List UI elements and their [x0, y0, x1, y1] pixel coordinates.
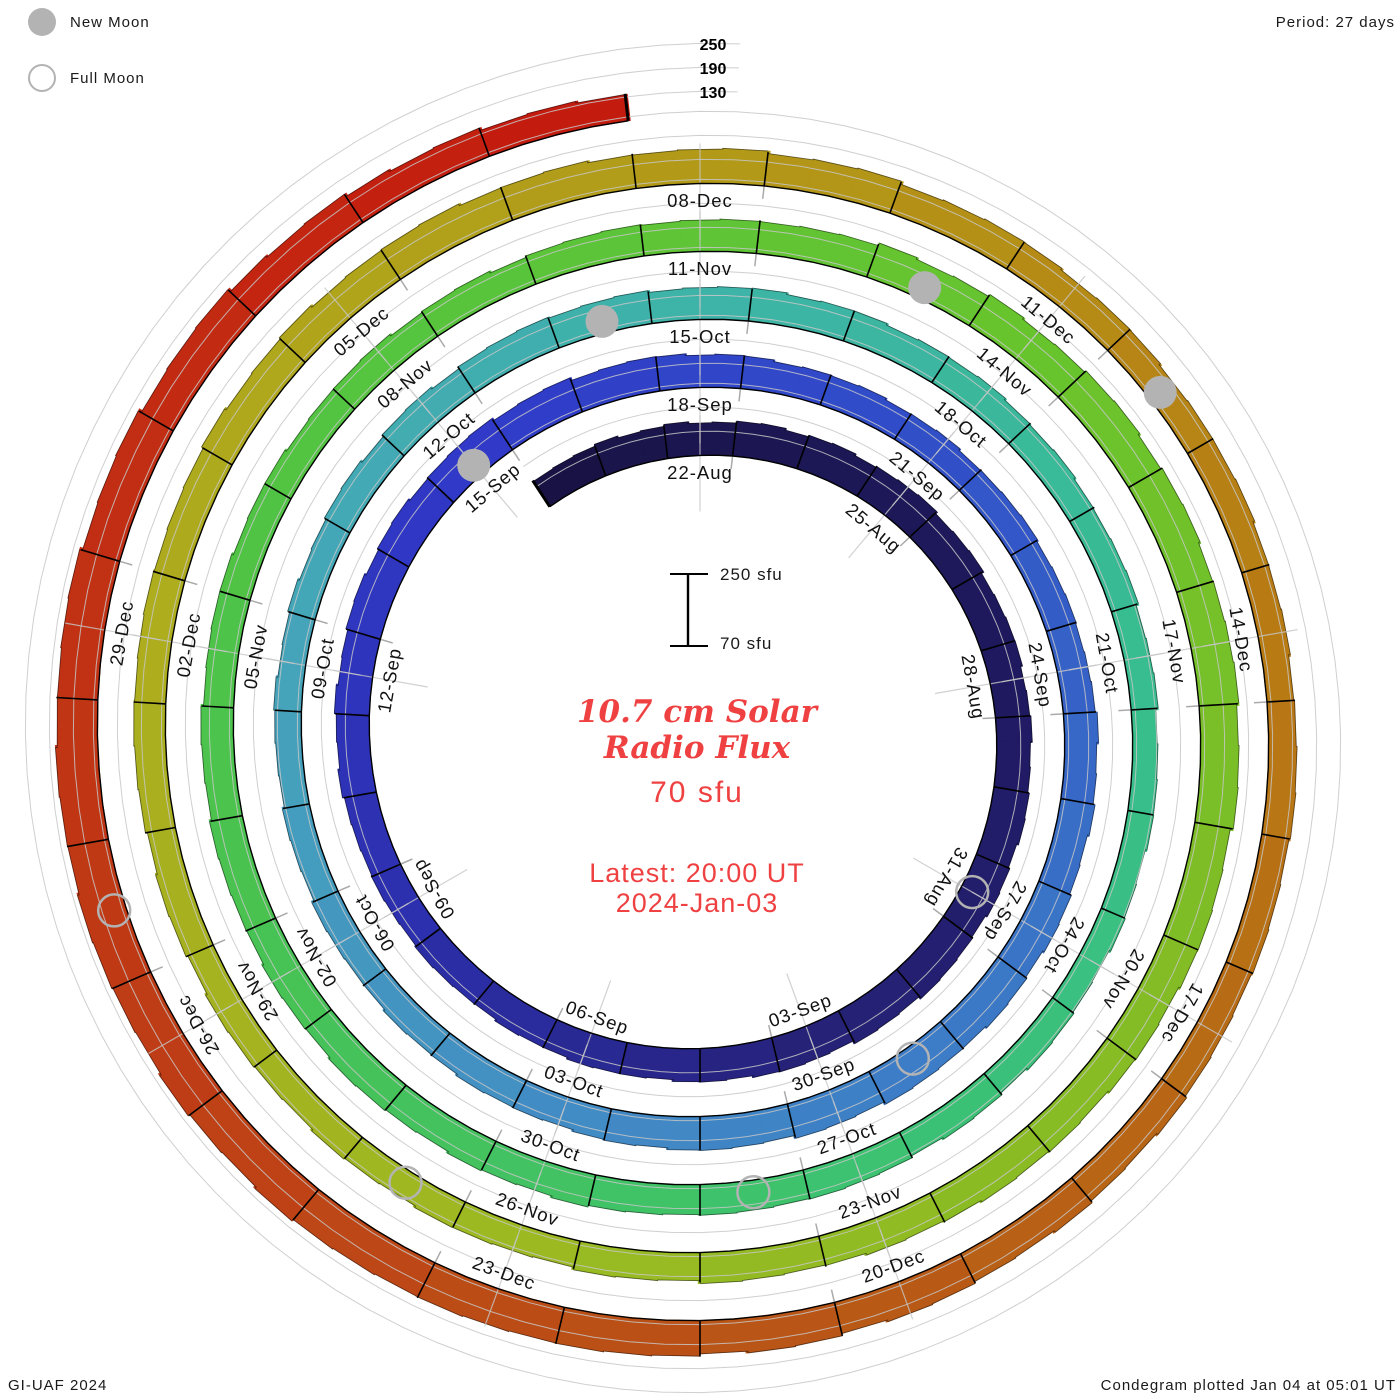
segment-date-label: 21-Oct	[1092, 631, 1123, 695]
segment-date-label: 17-Nov	[1158, 617, 1190, 685]
legend-new-moon: New Moon	[28, 8, 150, 36]
segment-date-label: 08-Dec	[667, 190, 733, 211]
new-moon-label: New Moon	[70, 13, 150, 31]
moon-markers	[96, 271, 1177, 1210]
segment-date-label: 09-Oct	[307, 636, 338, 700]
new-moon-icon	[28, 8, 56, 36]
credit-label: GI-UAF 2024	[8, 1377, 108, 1394]
new-moon-marker	[1143, 375, 1177, 409]
legend-full-moon: Full Moon	[28, 64, 145, 92]
segment-date-label: 02-Dec	[172, 611, 204, 679]
grid-arcs	[24, 42, 1342, 1394]
full-moon-icon	[28, 64, 56, 92]
full-moon-label: Full Moon	[70, 69, 145, 87]
full-moon-marker	[736, 1174, 771, 1210]
segment-date-label: 29-Dec	[105, 599, 137, 667]
day-dividers	[56, 93, 1296, 1357]
latest-line2: 2024-Jan-03	[615, 888, 779, 918]
scale-bar-bottom-label: 70 sfu	[720, 634, 773, 653]
flux-scale-bar	[670, 573, 708, 647]
chart-title: 10.7 cm Solar Radio Flux	[450, 694, 944, 766]
latest-reading: Latest: 20:00 UT 2024-Jan-03	[420, 858, 974, 918]
radial-axis-label: 190	[700, 61, 727, 78]
scale-bar-top-label: 250 sfu	[720, 565, 783, 584]
full-moon-marker	[96, 893, 132, 928]
baseline-flux-label: 70 sfu	[650, 776, 744, 809]
plotted-timestamp: Condegram plotted Jan 04 at 05:01 UT	[1100, 1377, 1396, 1394]
baseline-spiral	[96, 120, 1270, 1322]
full-moon-marker	[954, 874, 990, 910]
chart-title-line2: Radio Flux	[603, 730, 791, 766]
segment-date-label: 22-Aug	[667, 462, 733, 483]
latest-line1: Latest: 20:00 UT	[589, 858, 805, 888]
full-moon-marker	[895, 1041, 931, 1076]
segment-date-label: 15-Oct	[669, 326, 731, 347]
period-label: Period: 27 days	[1275, 14, 1395, 31]
segment-date-label: 11-Nov	[668, 258, 732, 279]
segment-date-label: 18-Sep	[667, 394, 733, 415]
full-moon-marker	[388, 1165, 423, 1200]
segment-date-label: 05-Nov	[239, 622, 271, 690]
radial-axis-label: 250	[700, 37, 727, 54]
chart-title-line1: 10.7 cm Solar	[576, 694, 818, 730]
new-moon-marker	[908, 271, 942, 305]
new-moon-marker	[585, 304, 619, 338]
radial-axis-label: 130	[700, 85, 727, 102]
new-moon-marker	[457, 448, 491, 482]
segment-date-label: 12-Sep	[373, 646, 405, 714]
